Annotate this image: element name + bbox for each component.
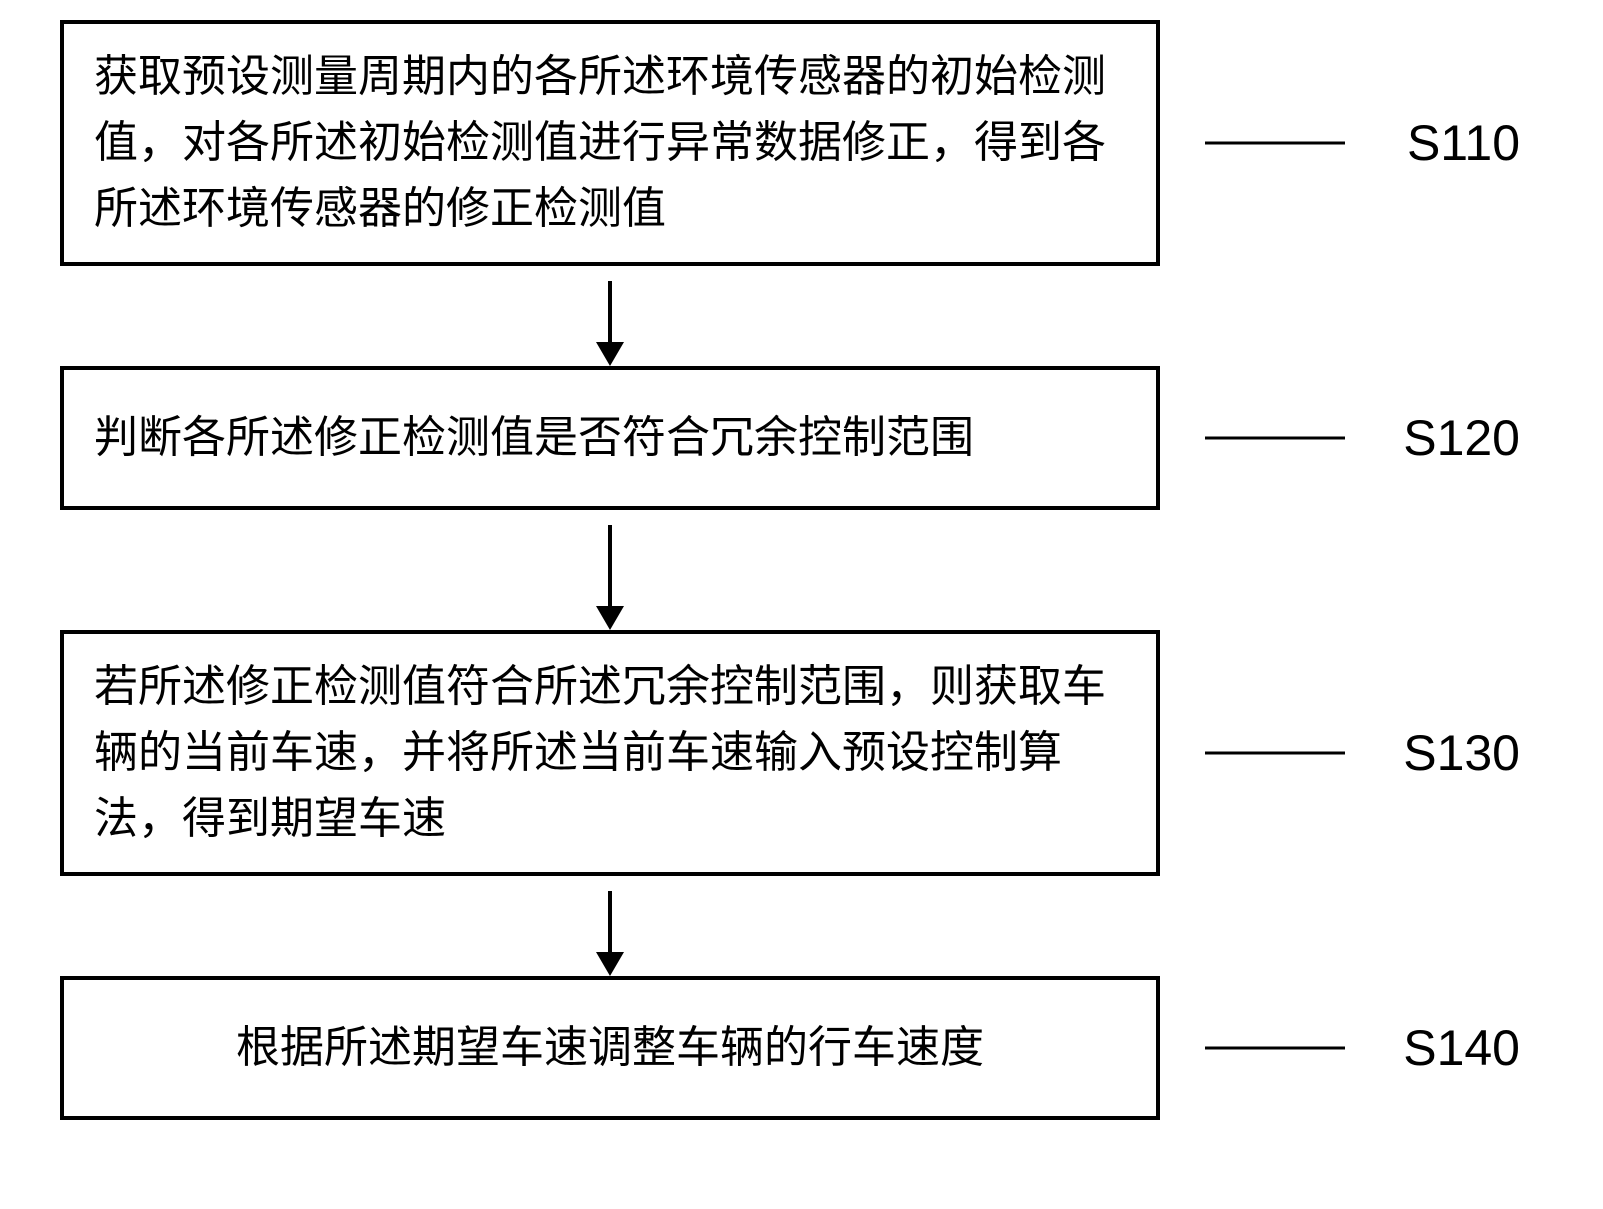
flowchart-step-row: 根据所述期望车速调整车辆的行车速度 S140 [60, 976, 1540, 1120]
flowchart-container: 获取预设测量周期内的各所述环境传感器的初始检测值，对各所述初始检测值进行异常数据… [60, 20, 1540, 1120]
flowchart-step-box: 判断各所述修正检测值是否符合冗余控制范围 [60, 366, 1160, 510]
flowchart-arrow [60, 510, 1160, 630]
label-connector-line [1205, 142, 1345, 145]
step-text: 若所述修正检测值符合所述冗余控制范围，则获取车辆的当前车速，并将所述当前车速输入… [94, 654, 1126, 852]
label-connector-line [1205, 752, 1345, 755]
arrow-head-icon [596, 606, 624, 630]
flowchart-step-box: 若所述修正检测值符合所述冗余控制范围，则获取车辆的当前车速，并将所述当前车速输入… [60, 630, 1160, 876]
flowchart-step-box: 根据所述期望车速调整车辆的行车速度 [60, 976, 1160, 1120]
flowchart-arrow [60, 876, 1160, 976]
step-label: S140 [1403, 1019, 1520, 1077]
flowchart-arrow [60, 266, 1160, 366]
arrow-line [608, 525, 612, 615]
flowchart-step-row: 获取预设测量周期内的各所述环境传感器的初始检测值，对各所述初始检测值进行异常数据… [60, 20, 1540, 266]
label-connector-line [1205, 1047, 1345, 1050]
step-label: S130 [1403, 724, 1520, 782]
arrow-line [608, 281, 612, 351]
arrow-line [608, 891, 612, 961]
step-label: S120 [1403, 409, 1520, 467]
flowchart-step-row: 若所述修正检测值符合所述冗余控制范围，则获取车辆的当前车速，并将所述当前车速输入… [60, 630, 1540, 876]
step-label: S110 [1407, 114, 1520, 172]
step-text: 根据所述期望车速调整车辆的行车速度 [236, 1015, 984, 1081]
flowchart-step-row: 判断各所述修正检测值是否符合冗余控制范围 S120 [60, 366, 1540, 510]
step-text: 判断各所述修正检测值是否符合冗余控制范围 [94, 405, 974, 471]
label-connector-line [1205, 437, 1345, 440]
flowchart-step-box: 获取预设测量周期内的各所述环境传感器的初始检测值，对各所述初始检测值进行异常数据… [60, 20, 1160, 266]
step-text: 获取预设测量周期内的各所述环境传感器的初始检测值，对各所述初始检测值进行异常数据… [94, 44, 1126, 242]
arrow-head-icon [596, 952, 624, 976]
arrow-head-icon [596, 342, 624, 366]
